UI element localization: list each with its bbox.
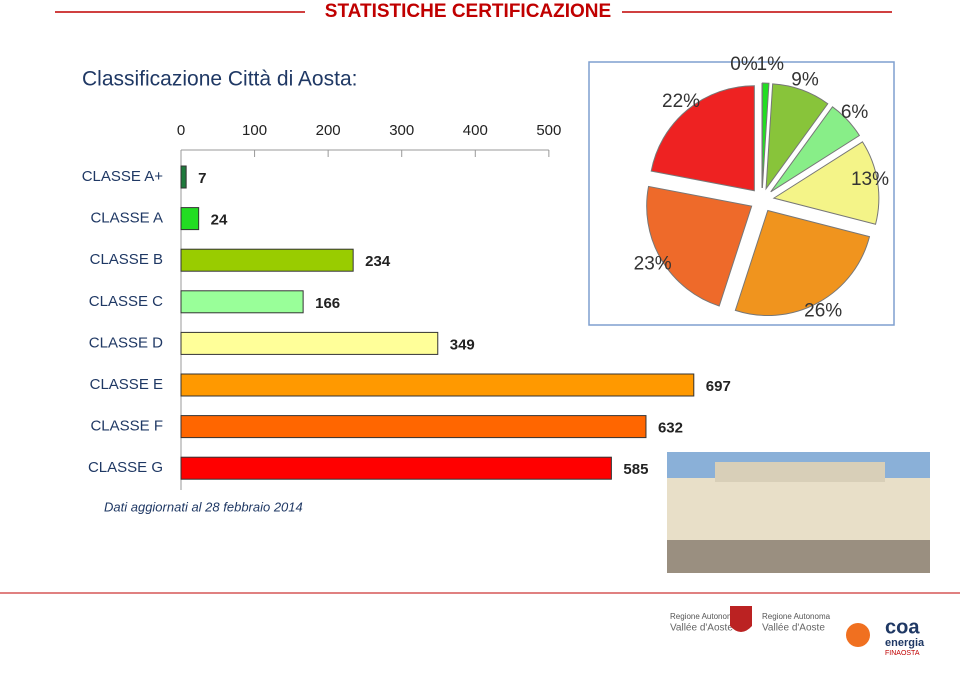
bar [180, 290, 304, 314]
bar [180, 248, 354, 272]
logo-text: Regione Autonoma [762, 612, 831, 621]
bar [180, 456, 612, 480]
value-label: 349 [450, 336, 475, 353]
logo-text: Vallée d'Aoste [670, 623, 733, 634]
y-tick-label: CLASSE A+ [82, 168, 164, 185]
value-label: 166 [315, 295, 340, 312]
x-tick-label: 0 [177, 122, 185, 139]
value-label: 585 [623, 461, 648, 478]
value-label: 697 [706, 378, 731, 395]
x-tick-label: 500 [536, 122, 561, 139]
y-tick-label: CLASSE B [90, 251, 163, 268]
value-label: 234 [365, 253, 391, 270]
pie-label: 0% [730, 54, 758, 75]
pie-label: 23% [634, 254, 672, 275]
bar [180, 331, 439, 355]
logo-text: Vallée d'Aoste [762, 623, 825, 634]
y-tick-label: CLASSE G [88, 459, 163, 476]
value-label: 7 [198, 170, 206, 187]
crest [730, 606, 752, 632]
pie-slice [734, 209, 871, 317]
logo-mark [846, 623, 870, 647]
pie-label: 26% [804, 300, 842, 321]
logo-text: coa [885, 616, 920, 638]
logo-text: energia [885, 637, 925, 649]
x-tick-label: 200 [316, 122, 341, 139]
x-tick-label: 400 [463, 122, 488, 139]
logo-text: FINAOSTA [885, 650, 920, 657]
logo-text: Regione Autonoma [670, 612, 739, 621]
y-tick-label: CLASSE C [89, 293, 163, 310]
pie-label: 1% [757, 54, 785, 75]
x-tick-label: 100 [242, 122, 267, 139]
pie-label: 6% [841, 102, 869, 123]
pie-slice [650, 85, 755, 192]
company-logo: coa energia FINAOSTA [846, 616, 925, 657]
bar [180, 207, 200, 231]
pie-label: 22% [662, 91, 700, 112]
y-tick-label: CLASSE E [90, 376, 163, 393]
photo [667, 452, 930, 573]
pie-slice [646, 185, 753, 307]
y-tick-label: CLASSE A [90, 210, 163, 227]
pie-slice [772, 141, 880, 225]
note: Dati aggiornati al 28 febbraio 2014 [104, 499, 303, 514]
region-logo: Regione Autonoma Vallée d'Aoste Regione … [670, 606, 831, 634]
pie-slice [765, 83, 829, 191]
header-title: STATISTICHE CERTIFICAZIONE [325, 1, 611, 22]
y-tick-label: CLASSE F [90, 418, 163, 435]
bar [180, 373, 695, 397]
bar [180, 165, 187, 189]
pie-label: 9% [791, 70, 819, 91]
pie-slice [770, 106, 861, 193]
pie-slice [761, 82, 770, 189]
x-tick-label: 300 [389, 122, 414, 139]
value-label: 24 [211, 212, 228, 229]
value-label: 632 [658, 420, 683, 437]
chart-title: Classificazione Città di Aosta: [82, 68, 357, 91]
bar [180, 415, 647, 439]
pie-label: 13% [851, 169, 889, 190]
y-tick-label: CLASSE D [89, 334, 163, 351]
